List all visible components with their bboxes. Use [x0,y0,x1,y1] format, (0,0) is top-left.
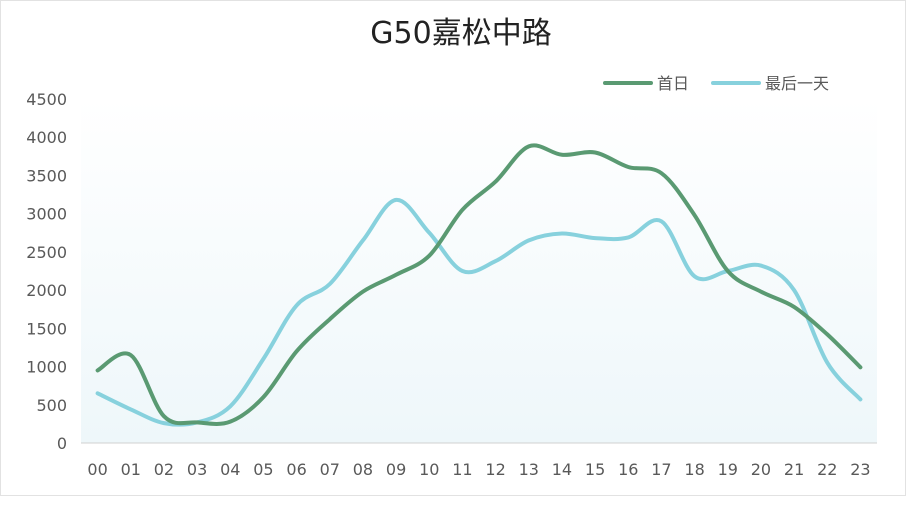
y-tick-label: 0 [57,434,67,453]
y-axis-ticks: 0 500 1000 1500 2000 2500 3000 3500 4000 4500 [26,90,67,453]
y-tick-label: 1500 [26,319,67,338]
x-tick-label: 10 [419,460,439,479]
x-tick-label: 18 [684,460,704,479]
y-tick-label: 2500 [26,243,67,262]
chart-frame: G50嘉松中路 0 500 1000 1500 2000 2500 3000 3500 4000… [0,0,906,496]
x-tick-label: 15 [585,460,605,479]
y-tick-label: 3000 [26,205,67,224]
y-tick-label: 1000 [26,358,67,377]
series-line-1 [95,143,863,426]
legend-label: 首日 [657,74,689,93]
y-tick-label: 4500 [26,90,67,109]
x-tick-label: 17 [651,460,671,479]
x-tick-label: 00 [87,460,107,479]
series-lines [95,143,863,427]
x-tick-label: 21 [784,460,804,479]
x-tick-label: 22 [817,460,837,479]
x-axis-ticks: 00 01 02 03 04 05 06 07 08 09 10 11 12 13 14 15 16 17 18 19… [87,460,870,479]
x-tick-label: 07 [320,460,340,479]
legend-label: 最后一天 [765,74,829,93]
x-tick-label: 13 [519,460,539,479]
y-tick-label: 3500 [26,166,67,185]
x-tick-label: 12 [485,460,505,479]
x-tick-label: 03 [187,460,207,479]
x-tick-label: 20 [751,460,771,479]
x-tick-label: 14 [552,460,572,479]
y-tick-label: 500 [36,396,67,415]
x-tick-label: 11 [452,460,472,479]
x-tick-label: 19 [718,460,738,479]
x-tick-label: 06 [286,460,306,479]
y-tick-label: 4000 [26,128,67,147]
x-tick-label: 16 [618,460,638,479]
series-line-2 [95,197,863,427]
x-tick-label: 09 [386,460,406,479]
x-tick-label: 05 [253,460,273,479]
y-tick-label: 2000 [26,281,67,300]
x-tick-label: 04 [220,460,240,479]
legend: 首日 最后一天 [603,74,829,93]
line-chart: G50嘉松中路 05001000150020002500300035004000… [26,16,877,479]
chart-title: G50嘉松中路 [370,16,551,51]
x-tick-label: 01 [121,460,141,479]
x-tick-label: 08 [353,460,373,479]
x-tick-label: 02 [154,460,174,479]
x-tick-label: 23 [850,460,870,479]
